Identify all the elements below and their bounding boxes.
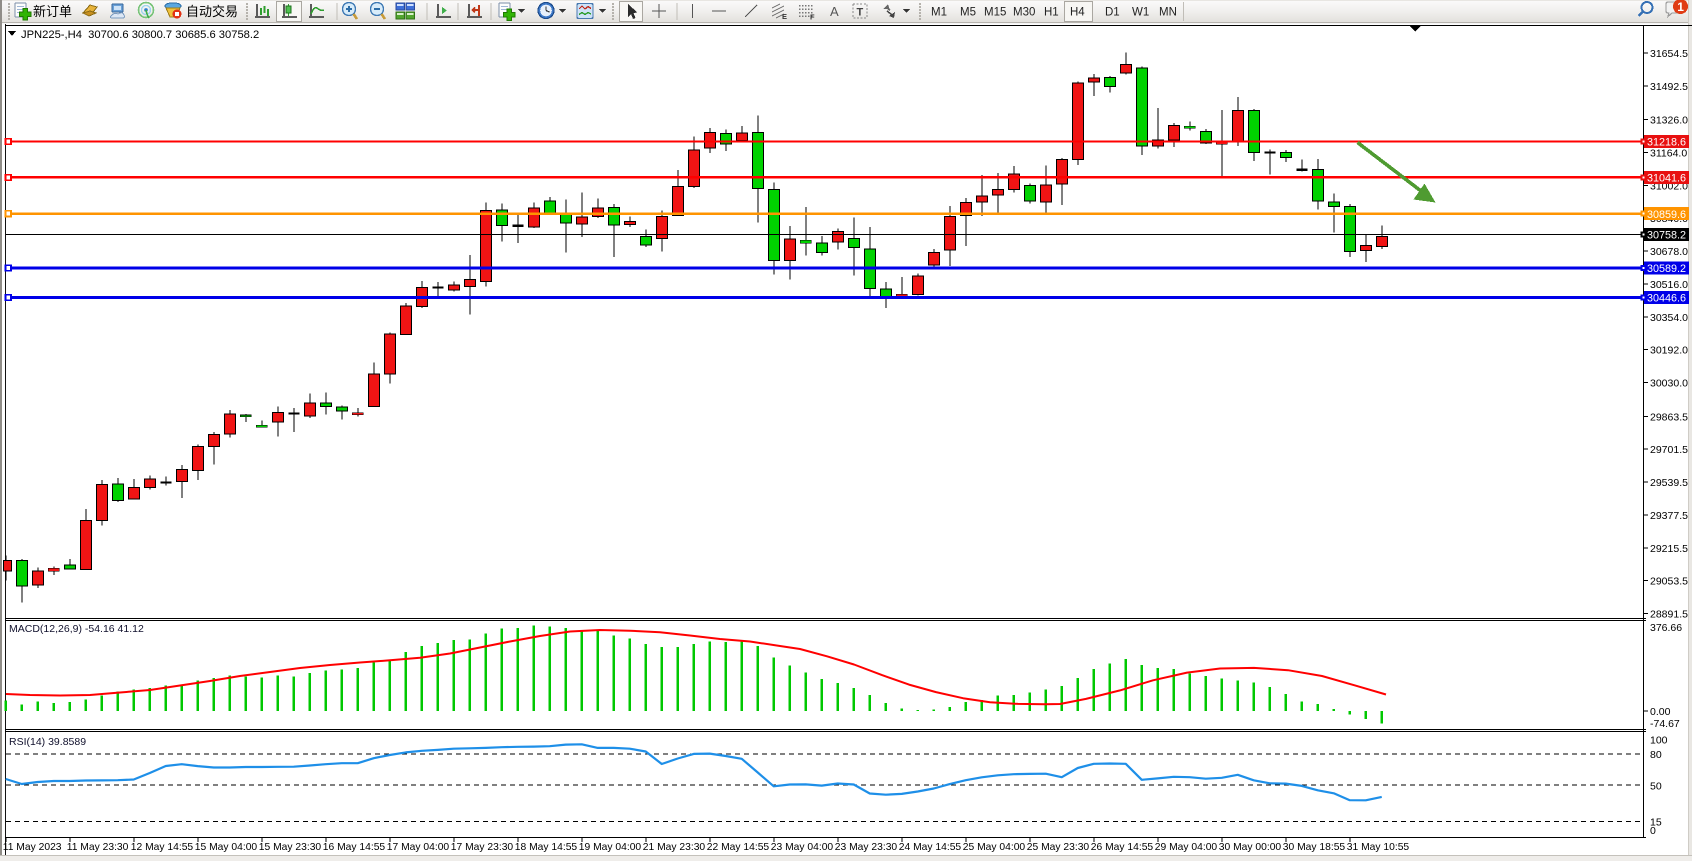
svg-text:A: A <box>830 4 839 19</box>
svg-text:17 May 04:00: 17 May 04:00 <box>387 842 450 853</box>
svg-text:31164.0: 31164.0 <box>1650 148 1687 160</box>
svg-text:MN: MN <box>1159 7 1177 19</box>
svg-text:18 May 14:55: 18 May 14:55 <box>515 842 578 853</box>
svg-text:自动交易: 自动交易 <box>186 4 238 19</box>
svg-text:新订单: 新订单 <box>33 4 72 19</box>
svg-text:F: F <box>810 13 815 22</box>
svg-text:21 May 23:30: 21 May 23:30 <box>643 842 706 853</box>
svg-text:22 May 14:55: 22 May 14:55 <box>707 842 770 853</box>
svg-text:25 May 23:30: 25 May 23:30 <box>1027 842 1090 853</box>
svg-text:11 May 2023: 11 May 2023 <box>3 842 62 853</box>
svg-text:30 May 18:55: 30 May 18:55 <box>1283 842 1346 853</box>
svg-text:30758.2: 30758.2 <box>1647 230 1686 242</box>
svg-text:28891.5: 28891.5 <box>1650 609 1688 621</box>
svg-text:19 May 04:00: 19 May 04:00 <box>579 842 642 853</box>
svg-text:D1: D1 <box>1105 7 1120 19</box>
svg-text:23 May 23:30: 23 May 23:30 <box>835 842 898 853</box>
svg-text:30030.0: 30030.0 <box>1650 378 1688 390</box>
svg-text:24 May 14:55: 24 May 14:55 <box>899 842 962 853</box>
svg-text:30516.0: 30516.0 <box>1650 279 1688 291</box>
svg-text:31041.6: 31041.6 <box>1647 173 1686 185</box>
svg-text:31 May 10:55: 31 May 10:55 <box>1347 842 1410 853</box>
svg-text:30354.0: 30354.0 <box>1650 312 1688 324</box>
svg-text:H4: H4 <box>1070 7 1085 19</box>
svg-text:31492.5: 31492.5 <box>1650 81 1688 93</box>
svg-text:11 May 23:30: 11 May 23:30 <box>67 842 129 853</box>
svg-text:12 May 14:55: 12 May 14:55 <box>131 842 194 853</box>
svg-text:376.66: 376.66 <box>1650 622 1682 634</box>
svg-text:15 May 23:30: 15 May 23:30 <box>259 842 322 853</box>
svg-text:16 May 14:55: 16 May 14:55 <box>323 842 386 853</box>
svg-text:100: 100 <box>1650 735 1668 747</box>
svg-text:15 May 04:00: 15 May 04:00 <box>195 842 258 853</box>
svg-text:1: 1 <box>1677 0 1684 14</box>
svg-text:17 May 23:30: 17 May 23:30 <box>451 842 514 853</box>
svg-text:29 May 04:00: 29 May 04:00 <box>1155 842 1218 853</box>
svg-text:30859.6: 30859.6 <box>1647 209 1686 221</box>
svg-text:29377.5: 29377.5 <box>1650 510 1688 522</box>
svg-text:26 May 14:55: 26 May 14:55 <box>1091 842 1154 853</box>
svg-text:-74.67: -74.67 <box>1650 718 1680 730</box>
svg-text:30446.6: 30446.6 <box>1647 293 1686 305</box>
svg-text:30192.0: 30192.0 <box>1650 345 1688 357</box>
svg-text:15: 15 <box>1650 817 1662 829</box>
svg-text:JPN225-,H4 30700.6 30800.7 30: JPN225-,H4 30700.6 30800.7 30685.6 30758… <box>21 29 259 41</box>
svg-text:H1: H1 <box>1044 7 1059 19</box>
svg-text:30589.2: 30589.2 <box>1647 263 1686 275</box>
svg-text:MACD(12,26,9) -54.16 41.12: MACD(12,26,9) -54.16 41.12 <box>9 623 144 635</box>
svg-text:T: T <box>857 7 864 19</box>
svg-text:0: 0 <box>1650 825 1656 837</box>
svg-text:31218.6: 31218.6 <box>1647 137 1686 149</box>
svg-text:31654.5: 31654.5 <box>1650 48 1688 60</box>
svg-text:29863.5: 29863.5 <box>1650 411 1688 423</box>
svg-text:50: 50 <box>1650 781 1662 793</box>
svg-text:29539.5: 29539.5 <box>1650 477 1688 489</box>
svg-text:25 May 04:00: 25 May 04:00 <box>963 842 1026 853</box>
svg-text:M15: M15 <box>984 7 1006 19</box>
svg-text:29053.5: 29053.5 <box>1650 576 1688 588</box>
svg-text:29701.5: 29701.5 <box>1650 444 1688 456</box>
svg-text:23 May 04:00: 23 May 04:00 <box>771 842 834 853</box>
svg-text:30 May 00:00: 30 May 00:00 <box>1219 842 1282 853</box>
svg-text:30678.0: 30678.0 <box>1650 246 1688 258</box>
svg-text:W1: W1 <box>1132 7 1149 19</box>
svg-text:31326.0: 31326.0 <box>1650 115 1688 127</box>
svg-text:E: E <box>782 12 787 21</box>
svg-text:80: 80 <box>1650 749 1662 761</box>
svg-text:M30: M30 <box>1013 7 1035 19</box>
svg-text:0.00: 0.00 <box>1650 706 1671 718</box>
svg-text:M1: M1 <box>931 7 947 19</box>
svg-text:M5: M5 <box>960 7 976 19</box>
svg-text:29215.5: 29215.5 <box>1650 543 1688 555</box>
svg-text:RSI(14) 39.8589: RSI(14) 39.8589 <box>9 736 86 748</box>
